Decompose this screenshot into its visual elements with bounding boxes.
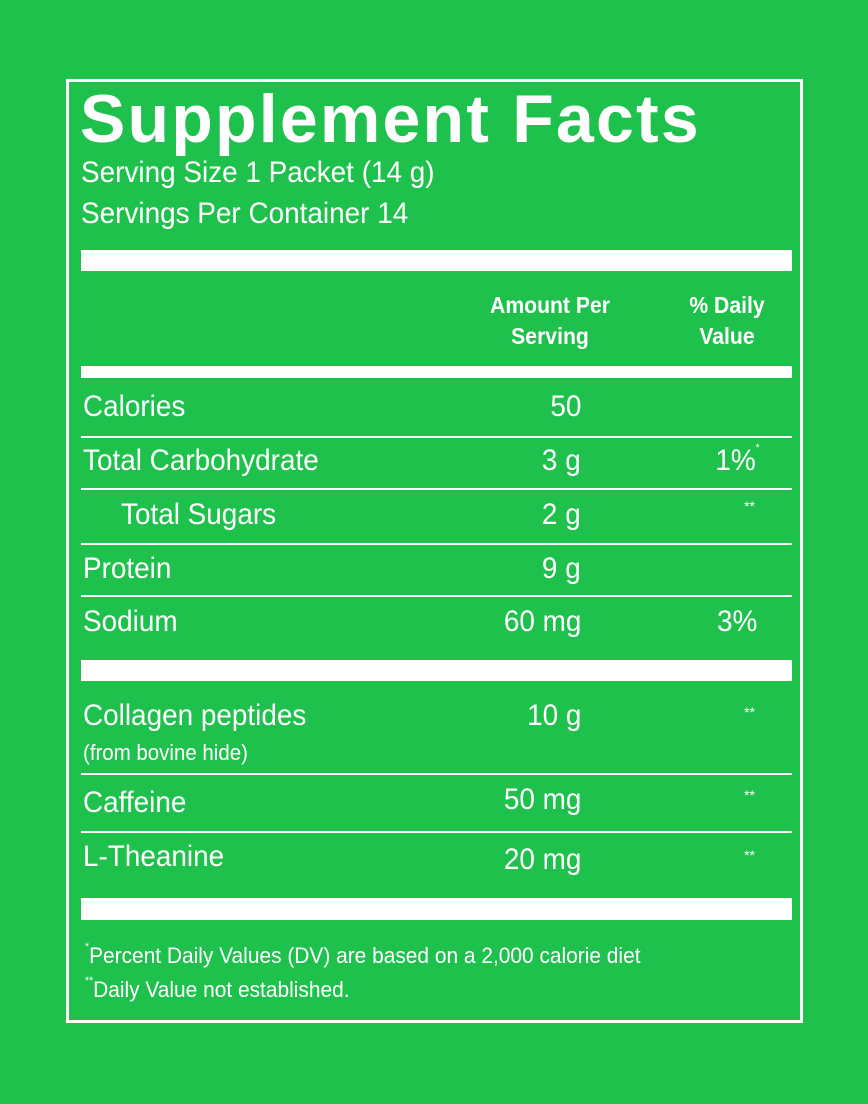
nutrient-name: Total Sugars (121, 498, 277, 531)
serving-size: Serving Size 1 Packet (14 g) (81, 156, 435, 189)
nutrient-name: Sodium (83, 605, 178, 638)
medium-divider (81, 366, 792, 378)
ingredient-note: (from bovine hide) (83, 740, 248, 765)
dv-mark: ** (744, 787, 755, 803)
dv-mark: ** (744, 498, 755, 514)
row-divider (81, 436, 792, 438)
nutrient-name: Total Carbohydrate (83, 444, 319, 477)
header-line: Value (699, 323, 755, 349)
header-line: Serving (511, 323, 589, 349)
dv-mark: * (756, 442, 760, 454)
nutrient-amount: 9 g (542, 552, 581, 585)
servings-per-container: Servings Per Container 14 (81, 197, 409, 230)
header-line: Amount Per (490, 292, 610, 318)
nutrient-name: Calories (83, 390, 186, 423)
ingredient-amount: 10 g (526, 699, 581, 732)
dv-mark: ** (744, 847, 755, 863)
ingredient-name: Caffeine (83, 786, 187, 819)
nutrient-dv: 1%* (715, 442, 760, 478)
row-divider (81, 773, 792, 775)
footnote-mark: * (85, 941, 90, 953)
ingredient-name: Collagen peptides (83, 699, 307, 732)
label-border (66, 79, 803, 1023)
row-divider (81, 831, 792, 833)
footnote-mark: ** (85, 975, 94, 987)
dv-value: 1% (715, 444, 757, 477)
ingredient-amount: 50 mg (503, 783, 581, 816)
header-line: % Daily (689, 292, 765, 318)
nutrient-dv: 3% (716, 605, 757, 638)
nutrient-name: Protein (83, 552, 172, 585)
footnote-text: Percent Daily Values (DV) are based on a… (89, 943, 641, 968)
amount-per-serving-header: Amount Per Serving (476, 290, 623, 352)
daily-value-header: % Daily Value (672, 290, 782, 352)
nutrient-amount: 60 mg (503, 605, 581, 638)
footnote: *Percent Daily Values (DV) are based on … (85, 941, 641, 969)
dv-mark: ** (744, 704, 755, 720)
ingredient-name: L-Theanine (83, 840, 225, 873)
row-divider (81, 488, 792, 490)
label-title: Supplement Facts (80, 81, 701, 157)
footnote: **Daily Value not established. (85, 975, 350, 1003)
thick-divider (81, 250, 792, 271)
nutrient-amount: 50 (549, 390, 581, 423)
footnote-text: Daily Value not established. (93, 977, 350, 1002)
nutrient-amount: 3 g (542, 444, 581, 477)
ingredient-amount: 20 mg (503, 843, 581, 876)
nutrient-amount: 2 g (542, 498, 581, 531)
row-divider (81, 543, 792, 545)
thick-divider (81, 898, 792, 920)
row-divider (81, 595, 792, 597)
thick-divider (81, 660, 792, 681)
